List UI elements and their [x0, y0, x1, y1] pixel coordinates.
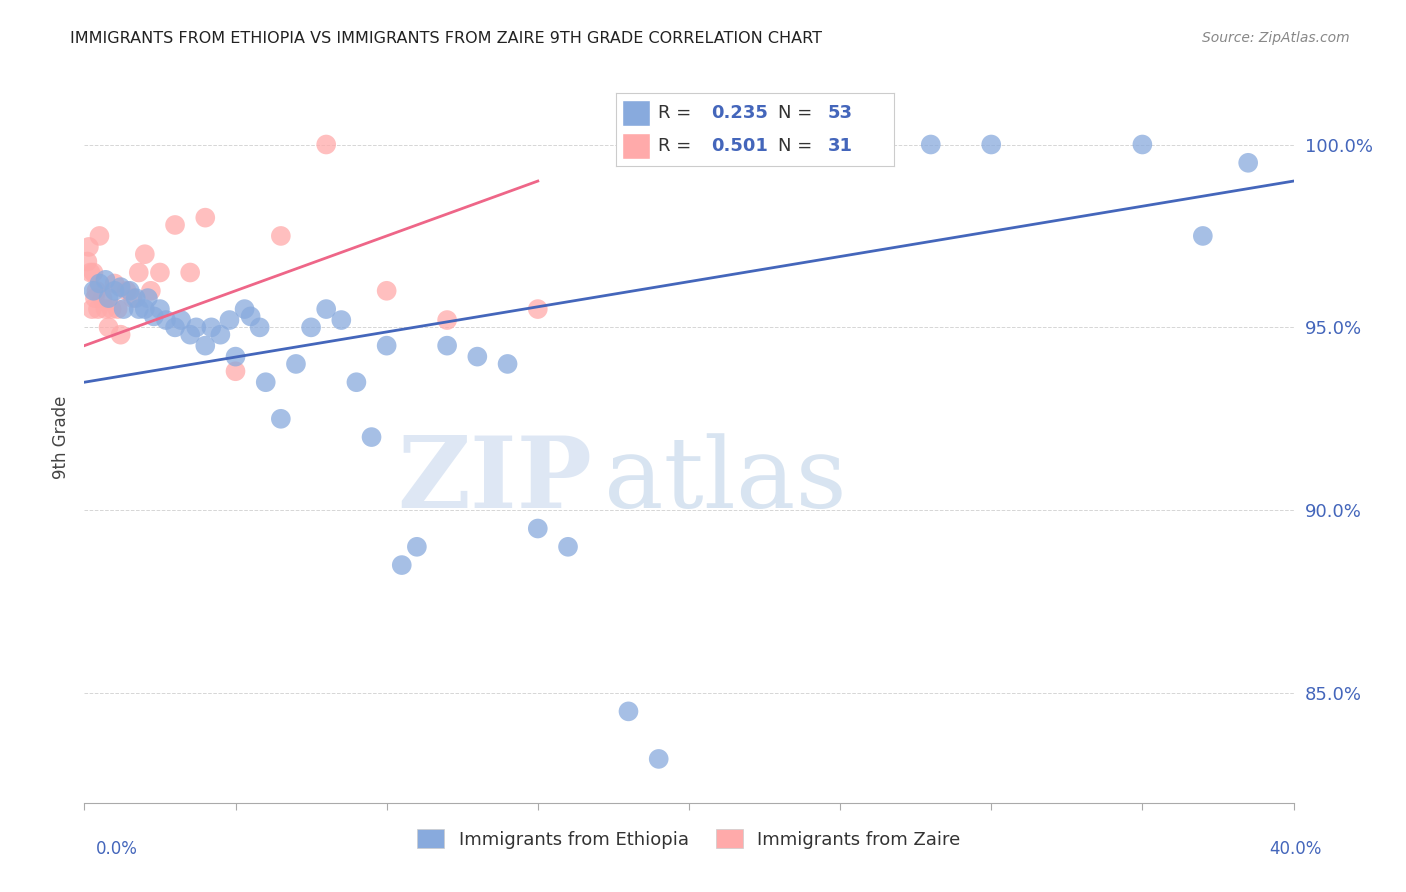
Point	[115, 284, 138, 298]
Point	[496, 357, 519, 371]
Point	[136, 291, 159, 305]
Point	[125, 291, 148, 305]
Point	[225, 364, 247, 378]
Point	[467, 350, 489, 364]
Point	[87, 302, 110, 317]
Point	[330, 313, 353, 327]
Point	[110, 327, 132, 342]
Point	[233, 302, 256, 317]
Point	[186, 320, 208, 334]
Point	[79, 266, 101, 280]
Point	[170, 313, 193, 327]
Point	[346, 376, 368, 390]
Point	[104, 277, 127, 291]
Point	[165, 320, 187, 334]
Point	[527, 522, 550, 536]
Point	[139, 284, 162, 298]
Point	[315, 137, 337, 152]
Point	[128, 302, 150, 317]
Point	[1132, 137, 1154, 152]
Text: 0.0%: 0.0%	[96, 840, 138, 858]
Point	[436, 313, 458, 327]
Point	[76, 254, 98, 268]
Point	[270, 229, 292, 244]
Point	[1192, 229, 1215, 244]
Point	[406, 540, 429, 554]
Point	[86, 284, 108, 298]
Point	[436, 339, 458, 353]
Point	[134, 247, 156, 261]
Point	[80, 302, 103, 317]
Point	[391, 558, 413, 573]
Point	[299, 320, 322, 334]
Text: atlas: atlas	[605, 434, 846, 529]
Point	[100, 302, 122, 317]
Point	[225, 350, 247, 364]
Point	[693, 137, 716, 152]
Point	[194, 339, 217, 353]
Point	[375, 284, 398, 298]
Y-axis label: 9th Grade: 9th Grade	[52, 395, 70, 479]
Point	[194, 211, 217, 225]
Point	[77, 240, 100, 254]
Legend: Immigrants from Ethiopia, Immigrants from Zaire: Immigrants from Ethiopia, Immigrants fro…	[411, 822, 967, 856]
Point	[980, 137, 1002, 152]
Point	[94, 273, 117, 287]
Point	[155, 313, 177, 327]
Point	[557, 540, 579, 554]
Point	[1237, 156, 1260, 170]
Point	[107, 302, 129, 317]
Point	[270, 412, 292, 426]
Point	[97, 291, 120, 305]
Point	[315, 302, 337, 317]
Point	[179, 327, 201, 342]
Point	[920, 137, 942, 152]
Point	[128, 266, 150, 280]
Point	[142, 310, 165, 324]
Point	[285, 357, 308, 371]
Point	[82, 284, 104, 298]
Point	[134, 302, 156, 317]
Point	[218, 313, 240, 327]
Point	[165, 218, 187, 232]
Point	[89, 277, 111, 291]
Point	[200, 320, 222, 334]
Point	[84, 291, 107, 305]
Point	[149, 266, 172, 280]
Point	[149, 302, 172, 317]
Point	[118, 284, 141, 298]
Point	[110, 280, 132, 294]
Text: IMMIGRANTS FROM ETHIOPIA VS IMMIGRANTS FROM ZAIRE 9TH GRADE CORRELATION CHART: IMMIGRANTS FROM ETHIOPIA VS IMMIGRANTS F…	[70, 31, 823, 46]
Point	[121, 291, 143, 305]
Point	[104, 284, 127, 298]
Point	[94, 302, 117, 317]
Point	[527, 302, 550, 317]
Point	[91, 291, 114, 305]
Point	[738, 137, 761, 152]
Point	[239, 310, 262, 324]
Text: 40.0%: 40.0%	[1270, 840, 1322, 858]
Text: ZIP: ZIP	[398, 433, 592, 530]
Point	[617, 705, 640, 719]
Point	[254, 376, 277, 390]
Point	[179, 266, 201, 280]
Point	[249, 320, 271, 334]
Point	[360, 430, 382, 444]
Point	[97, 320, 120, 334]
Point	[830, 137, 852, 152]
Point	[82, 266, 104, 280]
Point	[648, 752, 671, 766]
Point	[112, 302, 135, 317]
Point	[89, 229, 111, 244]
Point	[375, 339, 398, 353]
Point	[209, 327, 232, 342]
Text: Source: ZipAtlas.com: Source: ZipAtlas.com	[1202, 31, 1350, 45]
